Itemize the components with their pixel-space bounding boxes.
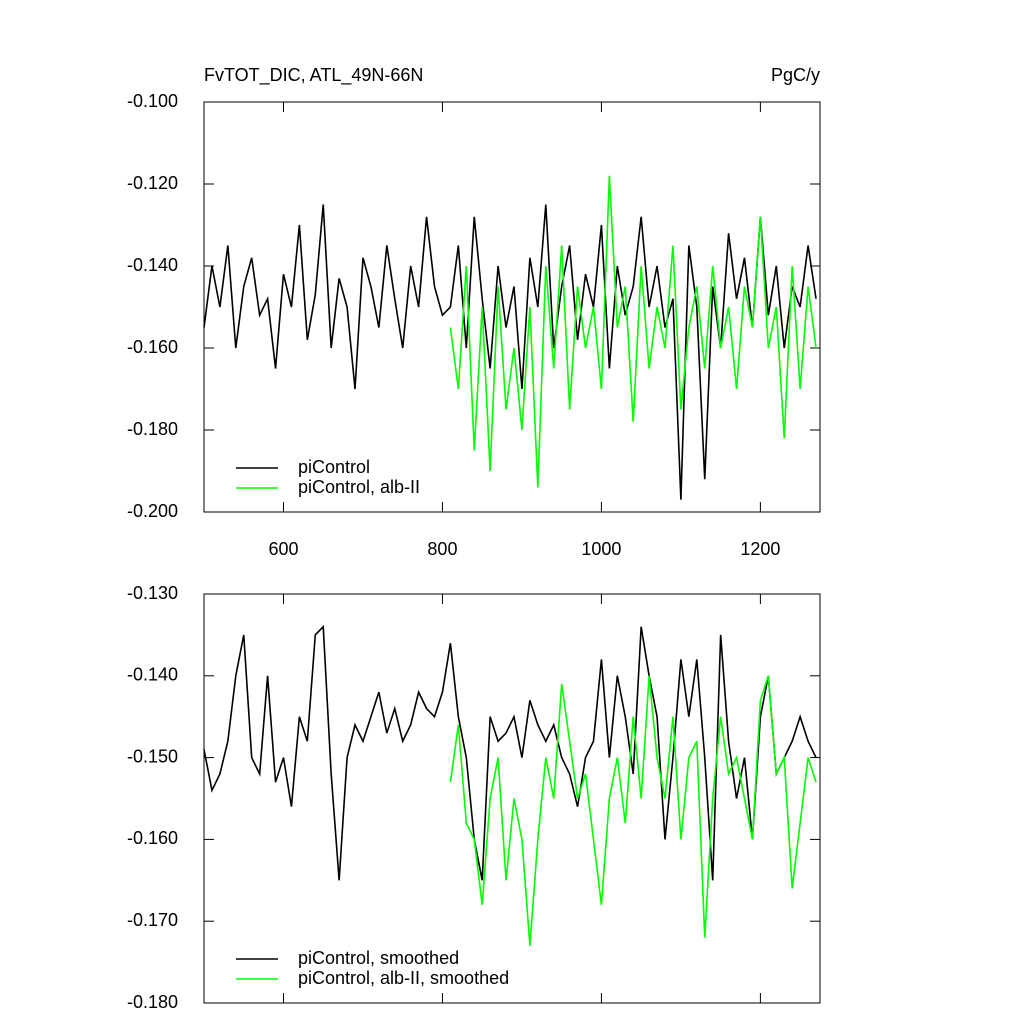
y-tick-label: -0.140 — [127, 665, 178, 685]
legend-label: piControl, alb-II, smoothed — [298, 968, 509, 988]
legend-label: piControl, smoothed — [298, 948, 459, 968]
legend-label: piControl — [298, 457, 370, 477]
plot-frame — [203, 101, 821, 513]
series-line — [449, 675, 817, 946]
y-tick-label: -0.140 — [127, 255, 178, 275]
legend-label: piControl, alb-II — [298, 477, 420, 497]
x-tick-label: 800 — [427, 539, 457, 559]
series-line — [449, 175, 817, 488]
plot-frame — [203, 593, 821, 1004]
x-tick-label: 600 — [268, 539, 298, 559]
y-tick-label: -0.200 — [127, 501, 178, 521]
series-line — [203, 204, 817, 500]
series-line — [203, 624, 817, 881]
y-tick-label: -0.150 — [127, 746, 178, 766]
y-tick-label: -0.160 — [127, 337, 178, 357]
y-tick-label: -0.160 — [127, 828, 178, 848]
x-tick-label: 1000 — [581, 539, 621, 559]
y-tick-label: -0.120 — [127, 173, 178, 193]
units-label: PgC/y — [771, 65, 820, 85]
chart-title: FvTOT_DIC, ATL_49N-66N — [204, 65, 423, 86]
y-tick-label: -0.180 — [127, 419, 178, 439]
y-tick-label: -0.130 — [127, 583, 178, 603]
y-tick-label: -0.100 — [127, 91, 178, 111]
x-tick-label: 1200 — [740, 539, 780, 559]
y-tick-label: -0.180 — [127, 992, 178, 1012]
y-tick-label: -0.170 — [127, 910, 178, 930]
